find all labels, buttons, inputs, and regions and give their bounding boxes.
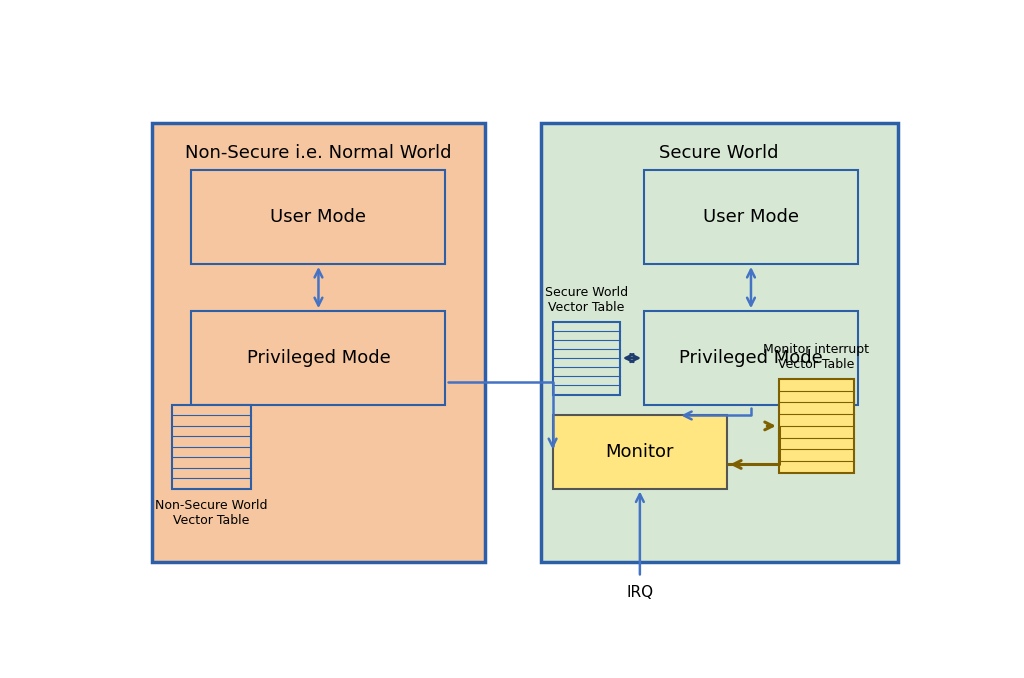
Text: User Mode: User Mode bbox=[702, 208, 799, 226]
Text: Monitor interrupt
Vector Table: Monitor interrupt Vector Table bbox=[764, 343, 869, 371]
Text: Privileged Mode: Privileged Mode bbox=[247, 349, 390, 367]
Text: Privileged Mode: Privileged Mode bbox=[679, 349, 823, 367]
Text: Secure World
Vector Table: Secure World Vector Table bbox=[545, 285, 628, 314]
FancyBboxPatch shape bbox=[191, 170, 445, 264]
Text: User Mode: User Mode bbox=[270, 208, 367, 226]
Text: Monitor: Monitor bbox=[605, 443, 674, 461]
FancyBboxPatch shape bbox=[172, 405, 251, 489]
Text: Non-Secure World
Vector Table: Non-Secure World Vector Table bbox=[155, 499, 267, 527]
FancyBboxPatch shape bbox=[778, 379, 854, 473]
FancyBboxPatch shape bbox=[152, 123, 485, 561]
FancyBboxPatch shape bbox=[644, 170, 858, 264]
Text: Non-Secure i.e. Normal World: Non-Secure i.e. Normal World bbox=[185, 144, 452, 162]
FancyBboxPatch shape bbox=[541, 123, 898, 561]
Text: Secure World: Secure World bbox=[659, 144, 779, 162]
FancyBboxPatch shape bbox=[553, 321, 620, 395]
FancyBboxPatch shape bbox=[553, 416, 727, 489]
FancyBboxPatch shape bbox=[191, 311, 445, 405]
FancyBboxPatch shape bbox=[644, 311, 858, 405]
Text: IRQ: IRQ bbox=[627, 585, 653, 600]
